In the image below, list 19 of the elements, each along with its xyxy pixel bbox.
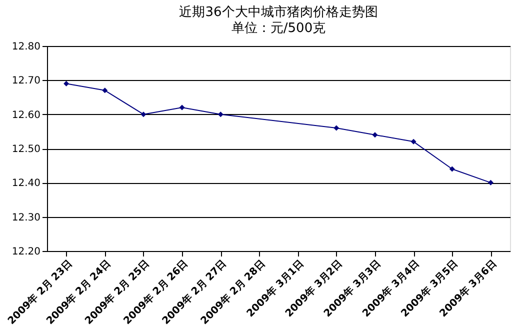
y-tick-label: 12.30 (12, 212, 40, 224)
point (410, 138, 416, 144)
point (102, 88, 108, 94)
y-tick-label: 12.70 (12, 76, 40, 87)
y-tick-label: 12.60 (12, 110, 40, 121)
point (179, 104, 185, 110)
y-tick-label: 12.40 (12, 178, 40, 190)
point (449, 166, 455, 172)
chart-subtitle: 单位：元/500克 (231, 21, 326, 36)
point (334, 125, 340, 131)
point (372, 132, 378, 138)
y-tick-label: 12.50 (12, 144, 40, 155)
chart-title: 近期36个大中城市猪肉价格走势图 (179, 5, 378, 20)
point (64, 80, 70, 86)
y-tick-label: 12.20 (12, 246, 40, 258)
point (488, 180, 494, 186)
point (140, 112, 146, 118)
y-tick-label: 12.80 (12, 42, 40, 52)
point (218, 112, 224, 118)
